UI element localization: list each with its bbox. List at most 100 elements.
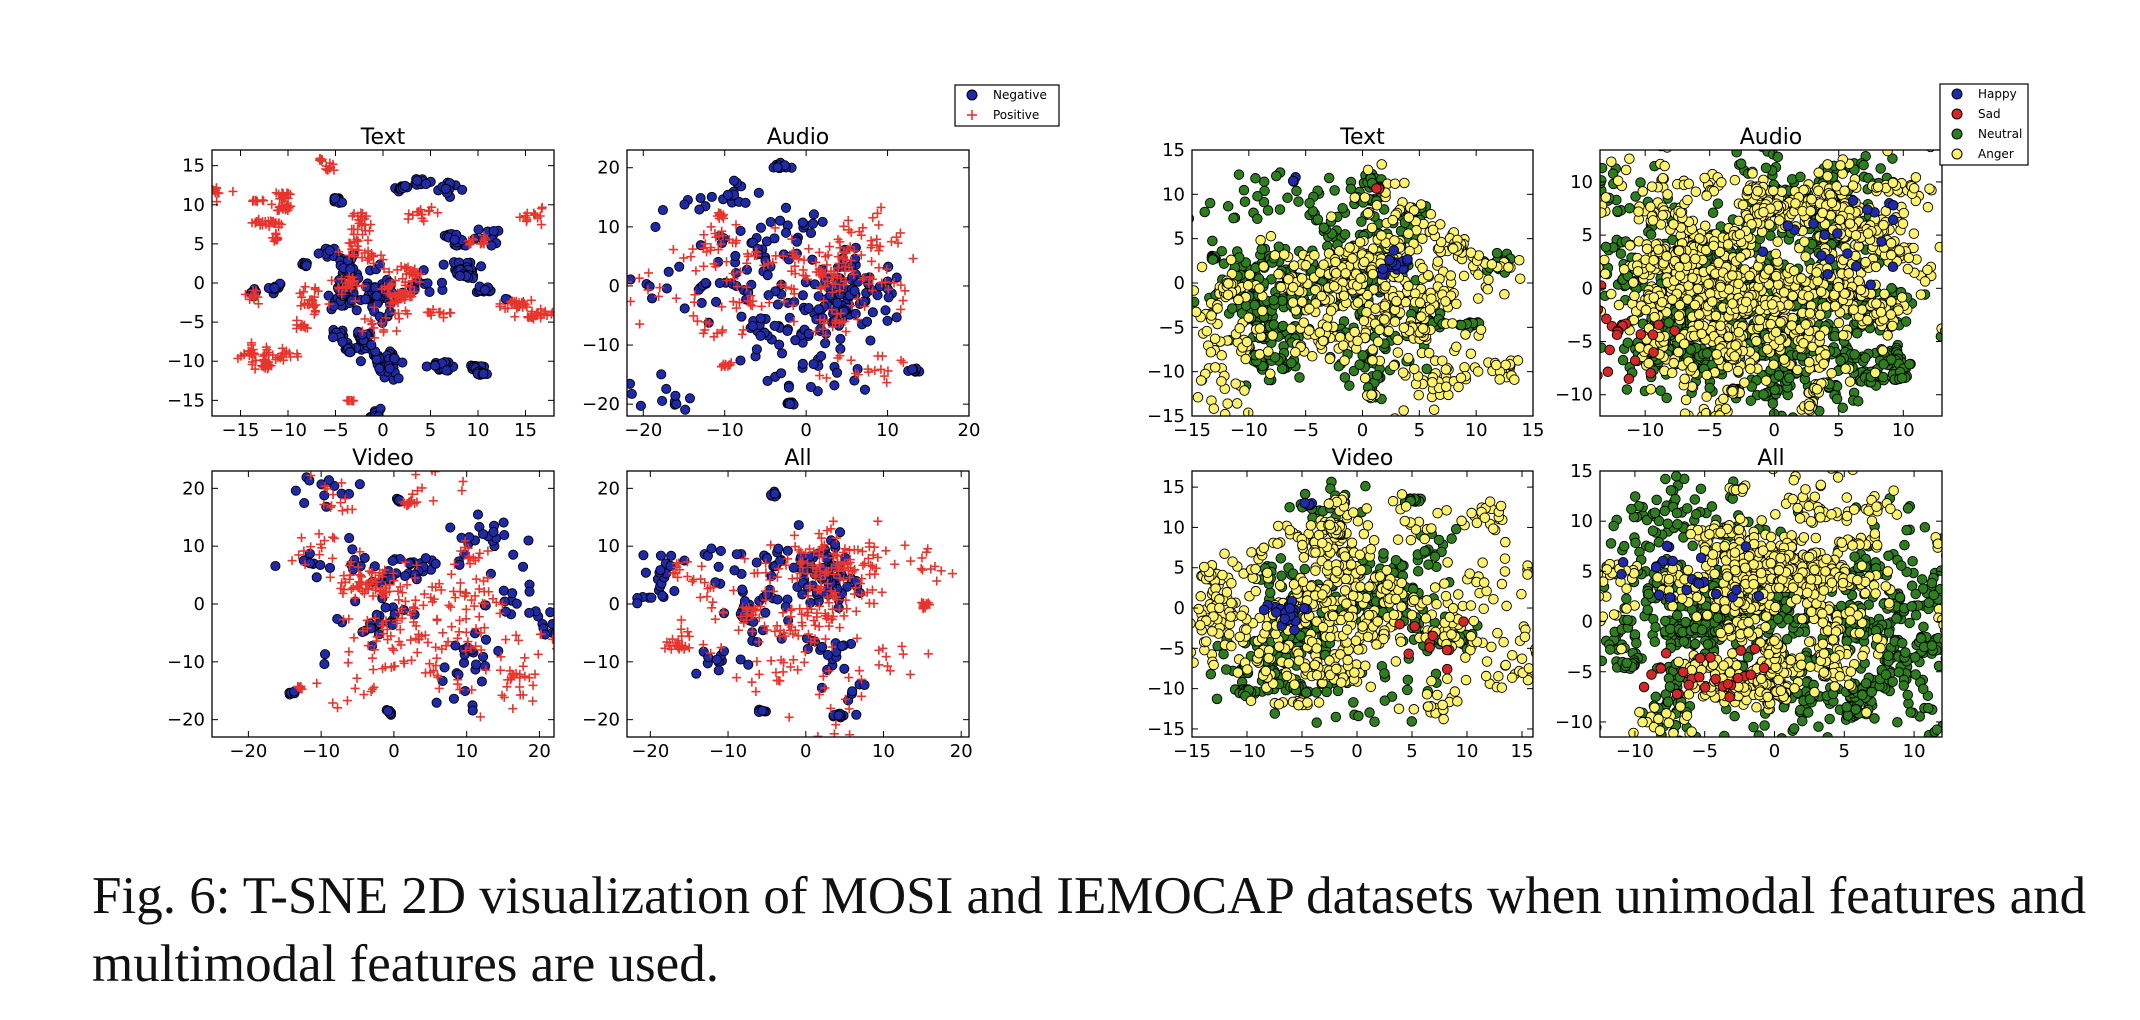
point-anger [1147,276,1157,286]
point-positive [732,236,742,246]
point-positive [609,303,618,312]
point-positive [443,637,453,647]
point-positive [428,304,438,314]
point-negative [547,618,554,630]
point-negative [324,562,336,573]
point-positive [445,308,455,318]
point-positive [299,287,309,297]
point-positive [820,281,830,291]
point-positive [343,504,353,514]
point-positive [537,202,547,212]
point-positive [840,544,850,554]
x-tick-label: 5 [425,420,436,441]
point-positive [450,593,460,603]
point-positive [824,598,834,608]
point-positive [320,481,330,491]
point-positive [334,284,344,294]
point-anger [1380,280,1391,292]
point-positive [379,264,389,274]
point-positive [366,316,376,326]
point-negative [374,363,385,374]
point-positive [794,545,804,555]
point-positive [321,161,331,171]
point-positive [771,251,781,261]
point-positive [431,582,441,592]
point-positive [728,297,738,307]
point-positive [882,264,892,274]
point-positive [742,258,752,268]
x-tick-label: −15 [1173,420,1211,441]
point-negative [347,544,358,555]
point-neutral [1961,340,1971,350]
point-positive [704,319,714,329]
point-positive [827,563,837,573]
point-positive [853,294,863,304]
y-tick-label: −20 [167,710,205,731]
point-neutral [1851,328,1863,339]
point-positive [752,656,762,666]
point-neutral [1772,151,1784,163]
point-anger [1192,300,1193,305]
point-positive [834,258,844,268]
point-negative [627,378,636,389]
point-negative [380,602,391,613]
point-positive [361,580,371,590]
point-positive [395,582,405,592]
point-negative [523,535,534,546]
point-positive [240,289,250,299]
point-anger [1275,281,1287,293]
point-positive [570,641,579,650]
point-anger [1447,318,1458,329]
point-positive [882,378,892,388]
point-positive [483,573,493,583]
point-anger [1514,254,1525,266]
point-positive [333,703,343,713]
point-negative [476,261,487,272]
point-positive [467,685,477,695]
point-anger [1201,325,1213,337]
point-positive [823,579,833,589]
point-anger [1163,279,1173,289]
point-neutral [1954,245,1964,255]
point-negative [517,561,529,572]
point-negative [472,509,484,520]
point-neutral [1617,354,1629,366]
point-negative [657,395,668,406]
point-neutral [2023,173,2033,183]
axes-frame-mosi-audio [626,149,970,417]
points-iemocap-audio [1600,150,2033,484]
point-positive [352,673,362,683]
point-anger [1278,249,1290,260]
point-neutral [1371,369,1383,381]
point-positive [344,272,354,282]
point-positive [840,694,850,704]
point-positive [841,276,851,286]
point-anger [1296,273,1308,284]
point-negative [460,686,471,697]
point-positive [825,242,835,252]
point-positive [515,682,525,692]
point-neutral [1249,299,1260,311]
point-positive [670,568,680,578]
point-negative [703,652,714,663]
point-positive [277,343,287,353]
point-negative [524,607,535,618]
point-neutral [1256,243,1268,255]
point-neutral [1712,198,1724,209]
point-neutral [1900,316,1912,327]
point-negative [808,209,819,220]
point-anger [1318,259,1329,270]
point-positive [327,501,337,511]
point-positive [784,712,794,722]
point-positive [292,349,302,359]
point-positive [814,601,824,611]
point-positive [365,226,375,236]
point-negative [731,549,742,560]
point-neutral [1807,474,1817,484]
point-positive [518,661,528,671]
point-negative [400,570,411,582]
point-positive [835,573,845,583]
point-negative [867,307,878,318]
point-negative [797,589,808,600]
point-neutral [1704,382,1715,394]
